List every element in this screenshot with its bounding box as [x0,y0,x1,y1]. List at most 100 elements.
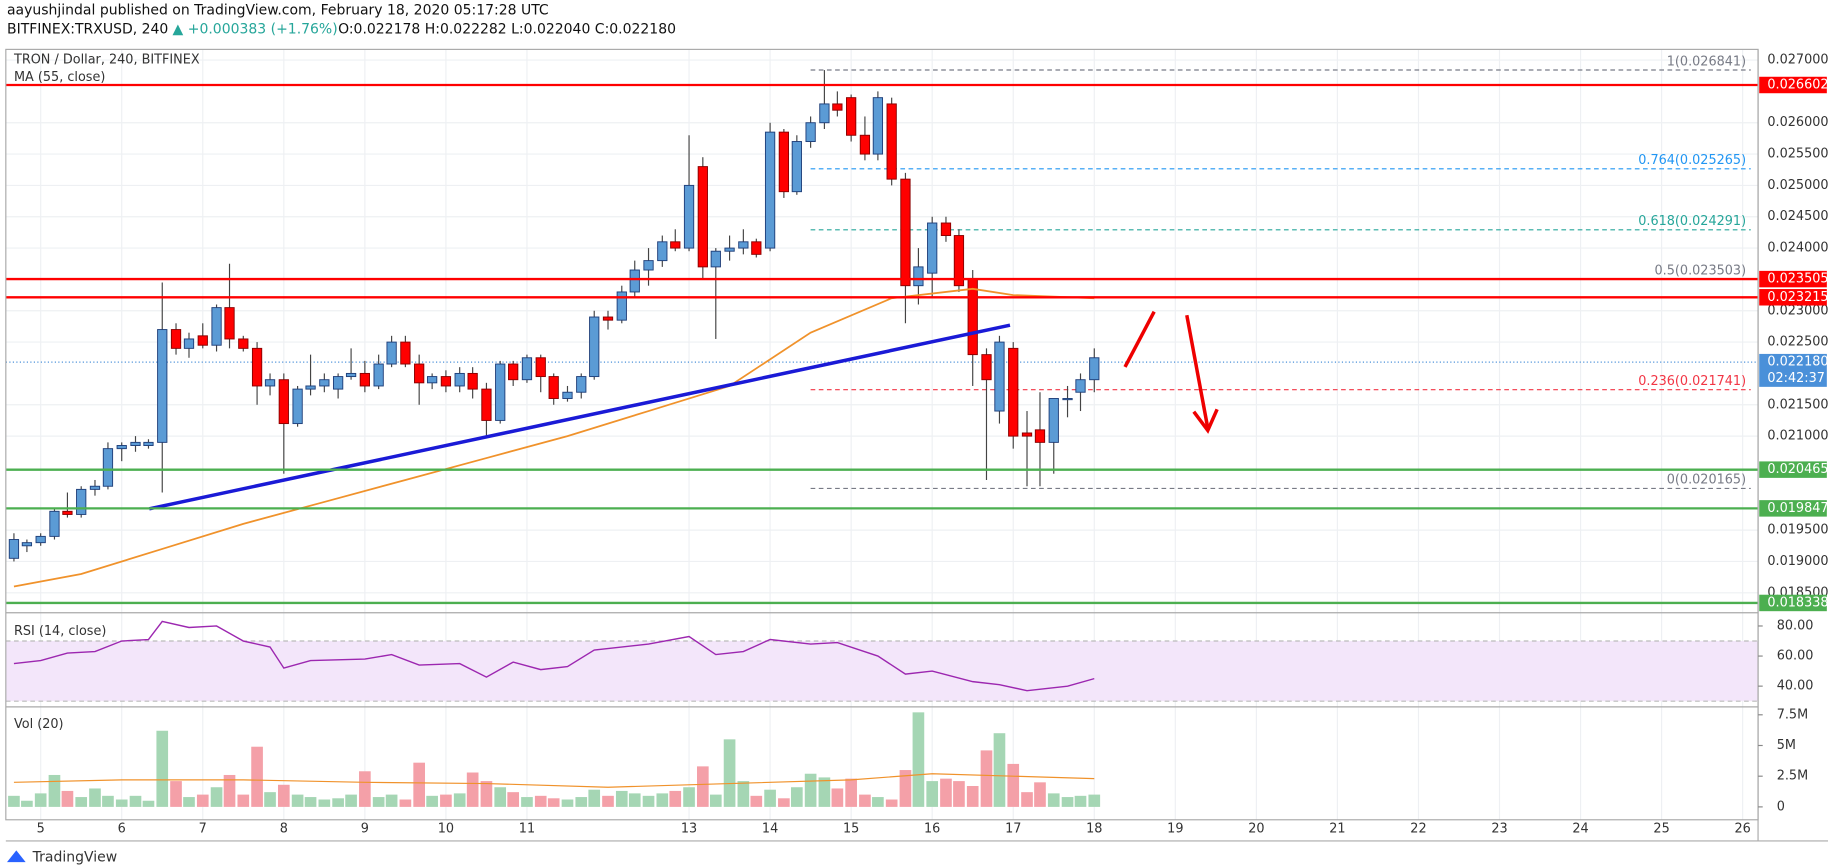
x-tick-label: 17 [1005,822,1021,837]
volume-bar [709,794,722,807]
x-tick-label: 25 [1653,822,1669,837]
volume-bar [980,750,993,807]
candle-body [1008,347,1019,437]
volume-bar [21,800,33,807]
candle-body [1048,398,1059,443]
level-label: 0.018338 [1767,595,1828,610]
volume-bar [615,790,628,807]
x-tick-label: 6 [118,822,126,837]
candle-body [1089,357,1100,381]
volume-bar [466,772,479,807]
candle-body [832,103,843,111]
candle-body [224,307,235,340]
volume-bar [264,792,276,807]
y-tick-label: 2.5M [1777,769,1808,784]
candle-body [414,363,425,384]
y-tick-label: 0.019000 [1767,554,1828,569]
candle-body [738,241,749,249]
marks: 1(0.026841) 0.764(0.025265) 0.618(0.024291… [5,54,1759,807]
y-tick-label: 40.00 [1777,679,1814,694]
candle-body [157,329,168,443]
volume-bar [912,712,925,807]
candle-body [548,376,559,399]
level-label: 0.023215 [1767,290,1828,305]
volume-bar [494,787,507,807]
volume-bar [588,789,601,807]
last-price-tag [1759,353,1827,387]
candle-body [76,488,87,515]
y-tick-label: 7.5M [1777,707,1808,722]
volume-bar [102,795,114,807]
level-label: 0.019847 [1767,501,1828,516]
ohlc: O:0.022178 H:0.022282 L:0.022040 C:0.022… [338,21,676,37]
pane-title: Vol (20) [14,717,64,732]
candle-body [211,307,222,346]
y-tick-label: 0.019500 [1767,523,1828,538]
volume-bar [507,792,520,807]
volume-bar [1088,794,1101,807]
volume-bar [183,797,195,807]
change: ▲ +0.000383 (+1.76%) [173,21,338,37]
candle-body [805,122,816,143]
y-tick-label: 0.021500 [1767,397,1828,412]
candle-body [697,166,708,268]
candle-body [1021,432,1033,437]
volume-bar [34,793,47,807]
candle-body [35,535,46,544]
pane-title: TRON / Dollar, 240, BITFINEX [13,52,200,67]
volume-bar [453,793,466,807]
fib-label: 1(0.026841) [1667,54,1746,69]
volume-bar [156,730,169,807]
volume-bar [899,770,912,807]
volume-bar [372,797,385,807]
candle-body [251,347,263,387]
candle-body [778,131,790,193]
x-tick-label: 26 [1734,822,1750,837]
volume-bar [993,733,1006,807]
volume-ma [13,773,1095,788]
candle-body [994,341,1005,412]
x-tick-label: 9 [361,822,369,837]
volume-bar [859,794,871,807]
candle-body [278,379,289,425]
x-tick-label: 16 [924,822,940,837]
volume-bar [737,781,750,807]
candle-body [62,510,73,515]
candle-body [846,97,857,136]
y-tick-label: 0.021000 [1767,429,1828,444]
candle-body [1075,379,1086,393]
candle-body [953,235,965,287]
volume-bar [818,777,831,807]
volume-bar [764,789,776,807]
ma-legend: MA (55, close) [14,70,105,85]
volume-bar [332,798,344,807]
candle-body [345,372,357,378]
volume-bar [1034,782,1046,807]
candle-body [305,385,316,390]
candle-body [400,341,411,365]
level-tag [1759,461,1827,478]
volume-bar [575,797,588,807]
logo [6,850,26,863]
volume-bar [196,794,209,807]
countdown: 02:42:37 [1767,371,1825,386]
volume-bar [1074,795,1087,807]
volume-bar [413,762,425,807]
candle-body [1034,429,1046,443]
volume-bar [223,774,236,807]
volume-bar [872,797,884,807]
candle-body [872,97,884,155]
candle-body [967,278,978,356]
volume-bar [426,795,438,807]
candle-body [819,103,830,124]
candle-body [913,266,924,287]
candle-body [589,316,600,378]
volume-bar [669,790,682,807]
rsi-line [13,620,1095,692]
candle-body [710,250,721,268]
x-tick-label: 13 [681,822,697,837]
y-tick-label: 0.024500 [1767,209,1828,224]
candle-body [859,134,871,155]
candle-body [332,376,344,390]
volume-bar [534,795,547,807]
